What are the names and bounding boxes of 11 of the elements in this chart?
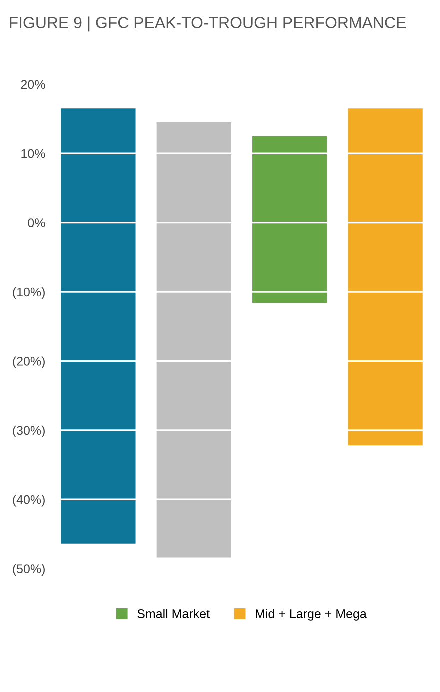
y-tick-label: 0% [28,218,46,228]
y-tick-label: (50%) [13,564,45,576]
y-tick-label: (10%) [13,287,45,300]
y-tick-label: 10% [22,149,46,158]
legend-label: Mid + Large + Mega [256,609,367,621]
legend-label: Small Market [138,609,210,618]
y-tick-label: (30%) [13,426,45,438]
y-tick-label: 20% [21,80,46,90]
y-tick-label: (20%) [13,356,45,368]
chart-title: FIGURE 9 | GFC PEAK-TO-TROUGH PERFORMANCE [10,16,406,32]
y-tick-label: (40%) [13,495,45,507]
